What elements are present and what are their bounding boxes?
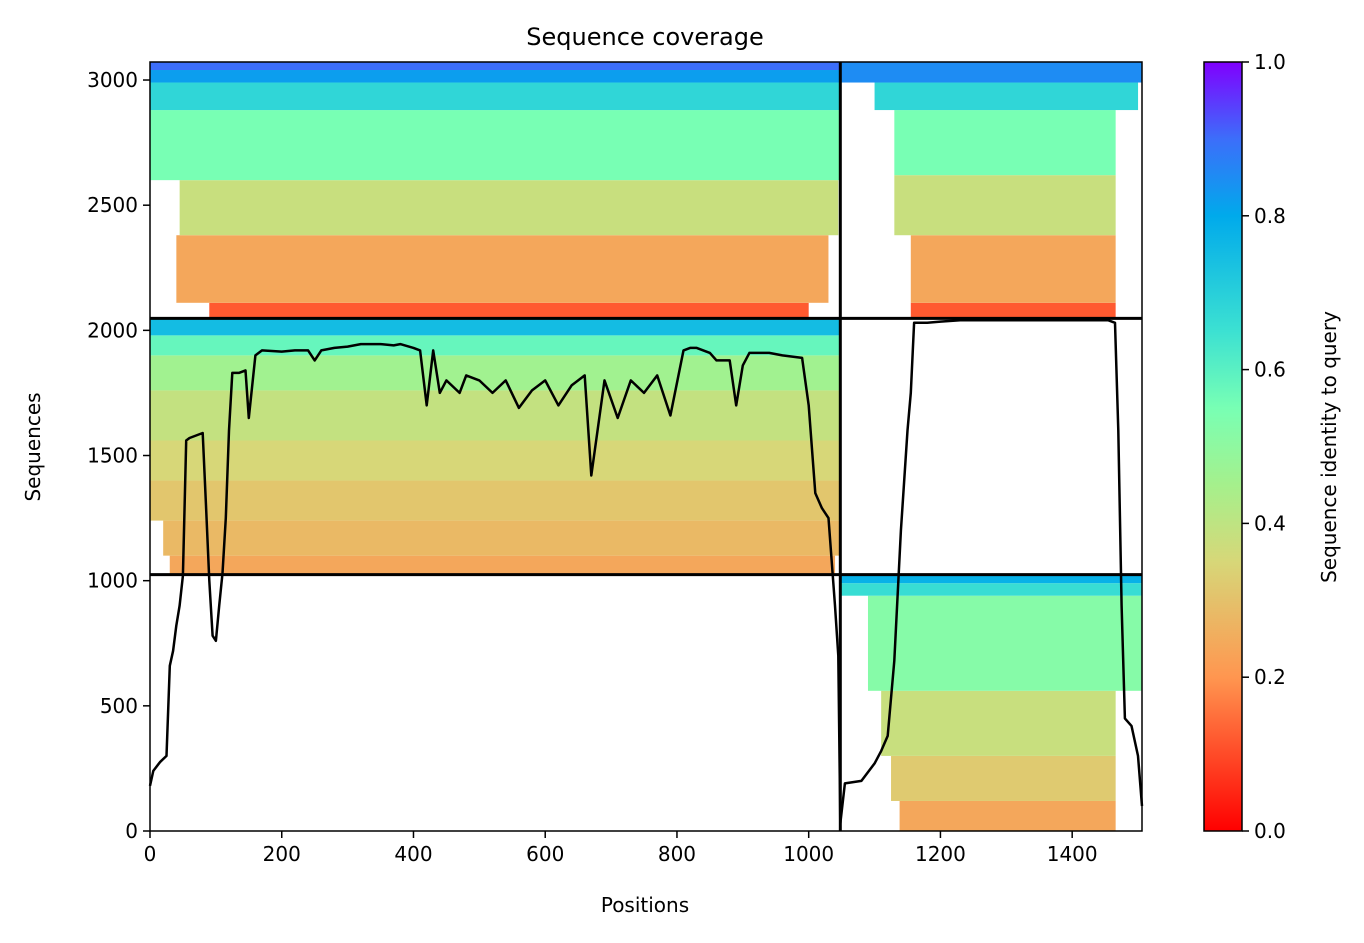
coverage-band-1-1 <box>910 235 1116 303</box>
coverage-band-3-5 <box>840 574 1142 584</box>
coverage-band-0-2 <box>179 180 839 236</box>
colorbar-tick-label-5: 1.0 <box>1254 50 1286 74</box>
x-axis-label: Positions <box>601 893 689 917</box>
y-tick-label-1: 500 <box>100 694 138 718</box>
coverage-band-1-3 <box>894 110 1116 176</box>
coverage-band-0-0 <box>209 302 809 319</box>
colorbar-scale <box>1203 61 1243 832</box>
coverage-band-3-0 <box>899 800 1116 831</box>
coverage-band-2-3 <box>150 440 841 481</box>
x-tick-label-3: 600 <box>526 842 564 866</box>
colorbar-tick-label-0: 0.0 <box>1254 819 1286 843</box>
colorbar-tick-label-3: 0.6 <box>1254 358 1286 382</box>
coverage-band-0-1 <box>176 235 829 303</box>
y-tick-label-0: 0 <box>125 819 138 843</box>
colorbar: 0.0 0.2 0.4 0.6 0.8 1.0 <box>1203 50 1286 843</box>
x-tick-label-4: 800 <box>658 842 696 866</box>
x-tick-label-1: 200 <box>263 842 301 866</box>
coverage-band-3-1 <box>891 755 1116 801</box>
coverage-band-3-2 <box>881 690 1116 756</box>
coverage-band-2-7 <box>150 318 841 336</box>
colorbar-label: Sequence identity to query <box>1317 311 1341 583</box>
y-tick-label-6: 3000 <box>87 68 138 92</box>
y-tick-label-2: 1000 <box>87 569 138 593</box>
coverage-band-2-2 <box>150 480 841 521</box>
coverage-band-1-2 <box>894 175 1116 236</box>
x-axis-ticks: 0 200 400 600 800 1000 1200 1400 <box>144 831 1098 866</box>
coverage-band-0-5 <box>150 70 841 83</box>
y-tick-label-3: 1500 <box>87 444 138 468</box>
coverage-band-1-5 <box>840 62 1142 83</box>
y-axis-ticks: 0 500 1000 1500 2000 2500 3000 <box>87 68 150 843</box>
colorbar-tick-label-1: 0.2 <box>1254 665 1286 689</box>
colorbar-tick-label-4: 0.8 <box>1254 204 1286 228</box>
coverage-band-2-1 <box>163 520 841 556</box>
x-tick-label-0: 0 <box>144 842 157 866</box>
plot-area <box>148 61 1144 832</box>
coverage-band-1-4 <box>874 82 1139 111</box>
y-axis-label: Sequences <box>21 392 45 501</box>
coverage-band-2-6 <box>150 335 841 356</box>
coverage-band-0-6 <box>150 62 841 71</box>
colorbar-tick-label-2: 0.4 <box>1254 511 1286 535</box>
x-tick-label-7: 1400 <box>1047 842 1098 866</box>
x-tick-label-6: 1200 <box>915 842 966 866</box>
coverage-line <box>148 319 1144 825</box>
y-tick-label-4: 2000 <box>87 318 138 342</box>
coverage-band-2-4 <box>150 390 841 441</box>
x-tick-label-2: 400 <box>394 842 432 866</box>
x-tick-label-5: 1000 <box>783 842 834 866</box>
chart-title: Sequence coverage <box>526 23 763 51</box>
coverage-band-0-4 <box>150 82 841 111</box>
coverage-band-1-0 <box>910 302 1116 319</box>
y-tick-label-5: 2500 <box>87 193 138 217</box>
coverage-band-0-3 <box>150 110 841 181</box>
coverage-band-3-3 <box>867 595 1142 691</box>
coverage-band-2-0 <box>169 555 836 575</box>
plot-frame <box>149 61 1143 832</box>
coverage-band-3-4 <box>840 583 1142 596</box>
